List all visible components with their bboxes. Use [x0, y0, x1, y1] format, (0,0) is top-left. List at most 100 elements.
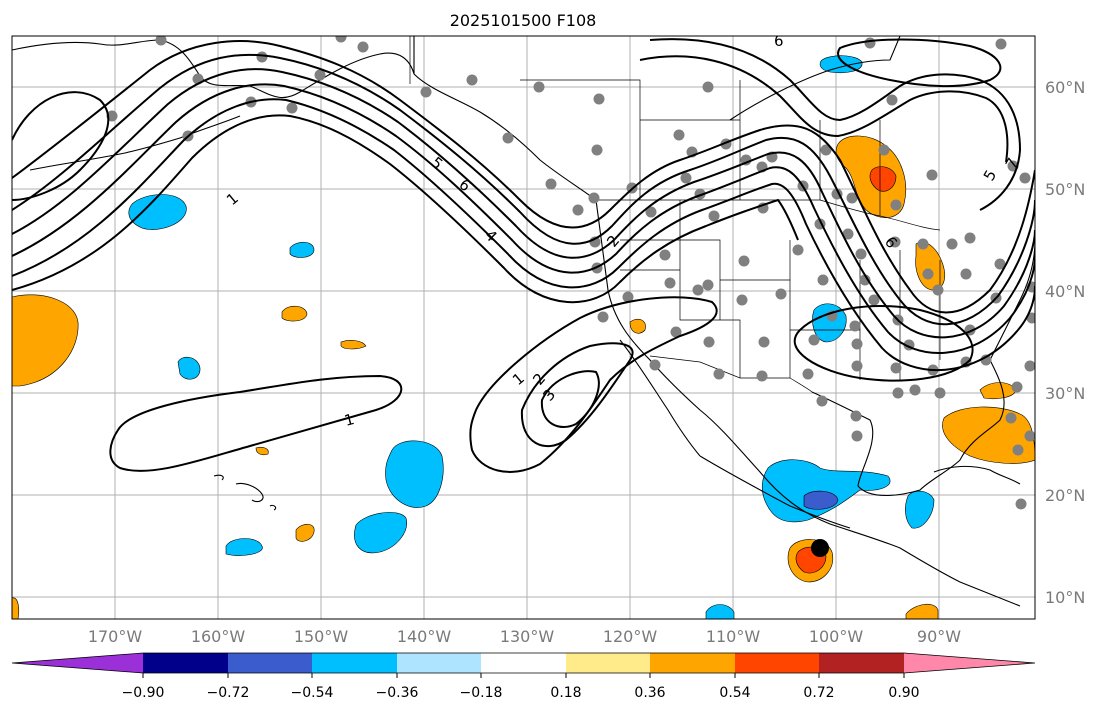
highlight-marker	[811, 539, 829, 557]
map-title: 2025101500 F108	[450, 11, 597, 30]
anomaly-positive-gulf	[942, 406, 1035, 464]
colorbar-tick-label: 0.36	[634, 685, 665, 701]
colorbar-segment	[566, 653, 650, 673]
anomaly-negative-mexico	[761, 459, 891, 523]
lat-label: 20°N	[1045, 486, 1085, 505]
west-coast	[595, 199, 1021, 607]
lon-label: 110°W	[706, 627, 761, 646]
mexico-coast-south	[699, 455, 851, 529]
coastlines	[12, 36, 1035, 607]
shaded-anomalies	[12, 55, 1035, 619]
contour-closed-se	[793, 305, 974, 382]
colorbar-tick-label: 0.18	[550, 685, 581, 701]
contour-ridge-east-2	[639, 55, 1009, 163]
us-mexico-border	[649, 355, 813, 393]
anomaly-positive-small-4	[255, 446, 269, 456]
contour-label: 5	[980, 167, 1000, 184]
anomaly-positive-bottom	[905, 603, 939, 619]
colorbar-tick-label: 0.54	[719, 685, 750, 701]
lon-label: 150°W	[294, 627, 349, 646]
lat-label: 40°N	[1045, 282, 1085, 301]
lon-label: 140°W	[397, 627, 452, 646]
contour-label: 6	[774, 32, 784, 50]
colorbar-tick-label: 0.72	[803, 685, 834, 701]
lat-label: 60°N	[1045, 78, 1085, 97]
colorbar-tick-labels: −0.90 −0.72 −0.54 −0.36 −0.18 0.18 0.36 …	[122, 685, 920, 701]
anomaly-strong-negative-mexico	[803, 490, 839, 510]
colorbar-tick-label: −0.54	[291, 685, 334, 701]
contour-ridge-east	[649, 38, 1022, 211]
contour-lines	[12, 38, 1035, 473]
lon-label: 90°W	[917, 627, 961, 646]
colorbar-tick-label: 0.90	[888, 685, 919, 701]
contour-3-subtropical	[540, 370, 600, 428]
lon-label: 120°W	[603, 627, 658, 646]
anomaly-negative-aleutian	[128, 194, 187, 230]
colorbar-segment	[481, 653, 566, 673]
colorbar-segment	[397, 653, 481, 673]
map-frame	[11, 35, 1036, 620]
colorbar-segment	[904, 653, 1035, 673]
contour-closed-east	[837, 38, 1002, 88]
longitude-labels: 170°W 160°W 150°W 140°W 130°W 120°W 110°…	[88, 627, 961, 646]
anomaly-positive-florida	[979, 382, 1017, 400]
contour-label: 6	[455, 175, 474, 195]
colorbar-tick-label: −0.90	[122, 685, 165, 701]
colorbar	[11, 652, 1036, 678]
hawaii-islands	[213, 474, 277, 511]
contour-1-nw	[12, 91, 110, 201]
colorbar-segment	[735, 653, 819, 673]
anomaly-positive-small-1	[281, 305, 308, 322]
contour-wave-5	[12, 98, 1035, 372]
colorbar-tick-label: −0.36	[376, 685, 419, 701]
lat-label: 50°N	[1045, 180, 1085, 199]
anomaly-negative-central-america	[905, 490, 935, 529]
colorbar-segment	[143, 653, 228, 673]
cuba	[933, 465, 1021, 485]
anomaly-negative-bottom	[705, 604, 735, 619]
contour-label: 1	[509, 369, 528, 389]
anomaly-strong-positive-great-lakes	[869, 166, 897, 192]
anomaly-positive-small-2	[340, 340, 367, 350]
gulf-coast	[811, 359, 1005, 496]
anomaly-positive-michigan	[915, 241, 945, 291]
lon-label: 160°W	[191, 627, 246, 646]
colorbar-segment	[819, 653, 904, 673]
anomaly-positive-bottom-left	[12, 597, 20, 619]
aleutian-chain	[29, 115, 241, 171]
lon-label: 100°W	[809, 627, 864, 646]
anomaly-positive-west-edge	[12, 294, 79, 387]
baja-peninsula	[619, 339, 701, 457]
anomaly-positive-small-3	[295, 523, 315, 542]
canadian-provinces	[520, 79, 881, 216]
alaska-coast	[12, 36, 415, 99]
hudson-bay	[729, 36, 901, 121]
colorbar-segment	[312, 653, 397, 673]
colorbar-tick-label: −0.18	[460, 685, 503, 701]
colorbar-segment	[12, 653, 143, 673]
lon-label: 170°W	[88, 627, 143, 646]
anomaly-negative-small-2	[177, 356, 201, 380]
anomaly-negative-small-1	[289, 241, 315, 258]
latitude-labels: 60°N 50°N 40°N 30°N 20°N 10°N	[1045, 78, 1085, 607]
contour-1-subtropical	[469, 296, 718, 473]
colorbar-segment	[228, 653, 312, 673]
lat-label: 10°N	[1045, 588, 1085, 607]
contour-label: 1	[342, 410, 356, 430]
graticule	[12, 36, 1035, 619]
contour-1-pacific	[109, 374, 403, 472]
anomaly-positive-baja	[629, 318, 646, 334]
contour-wave-4	[12, 83, 1035, 354]
contour-2-subtropical	[520, 342, 634, 448]
colorbar-tick-label: −0.72	[207, 685, 250, 701]
contour-wave-6	[12, 114, 799, 304]
colorbar-segment	[650, 653, 735, 673]
anomaly-negative-hawaii-ne	[385, 440, 444, 508]
anomaly-negative-sw	[225, 538, 263, 556]
contour-label: 5	[427, 153, 446, 173]
contour-wave-1	[12, 40, 1035, 314]
anomaly-negative-south	[354, 512, 407, 554]
lat-label: 30°N	[1045, 384, 1085, 403]
contour-label: 1	[223, 189, 242, 209]
